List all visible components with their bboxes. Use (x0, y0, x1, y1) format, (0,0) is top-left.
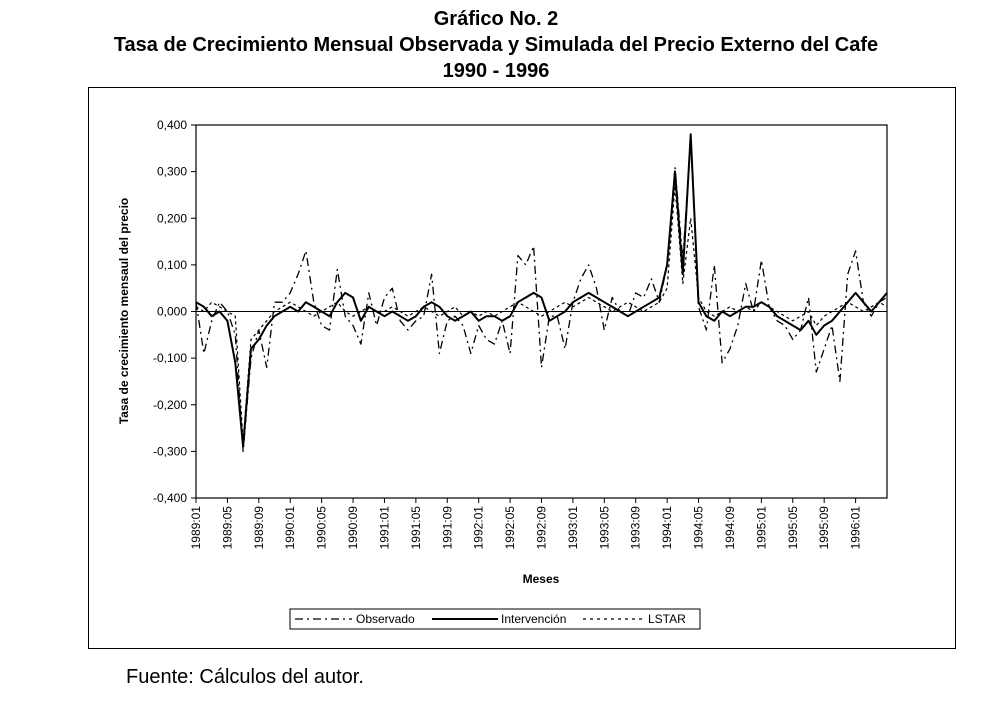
x-tick-label: 1990:09 (346, 506, 360, 550)
y-tick-label: 0,100 (157, 258, 187, 272)
x-tick-label: 1995:01 (754, 506, 768, 550)
x-tick-label: 1990:05 (315, 506, 329, 550)
x-tick-label: 1994:09 (723, 506, 737, 550)
y-tick-label: 0,300 (157, 165, 187, 179)
figure-label: Gráfico No. 2 (433, 8, 559, 30)
source-note: Fuente: Cálculos del autor. (126, 666, 364, 688)
chart-title: Tasa de Crecimiento Mensual Observada y … (113, 34, 879, 56)
x-tick-label: 1991:01 (377, 506, 391, 550)
x-tick-label: 1991:05 (409, 506, 423, 550)
x-tick-label: 1993:01 (566, 506, 580, 550)
x-tick-label: 1993:05 (597, 506, 611, 550)
x-tick-label: 1996:01 (849, 506, 863, 550)
legend-label-observado: Observado (356, 612, 415, 626)
y-tick-label: -0,200 (153, 398, 187, 412)
x-tick-label: 1994:05 (692, 506, 706, 550)
x-axis: 1989:01 1989:05 1989:09 1990:01 1990:05 1990:… (189, 498, 863, 549)
y-axis: 0,400 0,300 0,200 0,100 0,000 -0,100 -0,200 -0,… (153, 118, 196, 505)
y-tick-label: 0,400 (157, 118, 187, 132)
chart-frame (88, 87, 956, 649)
y-tick-label: -0,100 (153, 351, 187, 365)
x-axis-label: Meses (523, 572, 560, 586)
x-tick-label: 1993:09 (629, 506, 643, 550)
x-tick-label: 1991:09 (440, 506, 454, 550)
x-tick-label: 1995:09 (817, 506, 831, 550)
y-axis-label: Tasa de crecimiento mensaul del precio (117, 198, 131, 425)
y-tick-label: 0,200 (157, 211, 187, 225)
chart-subtitle: 1990 - 1996 (442, 60, 550, 82)
chart-titles: Gráfico No. 2 Tasa de Crecimiento Mensua… (0, 6, 992, 84)
x-tick-label: 1989:05 (220, 506, 234, 550)
x-tick-label: 1995:05 (786, 506, 800, 550)
x-tick-label: 1994:01 (660, 506, 674, 550)
legend-label-lstar: LSTAR (648, 612, 686, 626)
x-tick-label: 1992:09 (535, 506, 549, 550)
y-tick-label: -0,300 (153, 444, 187, 458)
legend-label-intervencion: Intervención (501, 612, 566, 626)
series-group (195, 133, 888, 453)
y-tick-label: 0,000 (157, 305, 187, 319)
x-tick-label: 1992:01 (472, 506, 486, 550)
x-tick-label: 1989:01 (189, 506, 203, 550)
series-line-intervencion (195, 133, 888, 448)
x-tick-label: 1992:05 (503, 506, 517, 550)
x-tick-label: 1990:01 (283, 506, 297, 550)
series-line-observado (195, 138, 888, 453)
series-line-lstar (195, 185, 888, 443)
legend: Observado Intervención LSTAR (289, 608, 701, 630)
y-tick-label: -0,400 (153, 491, 187, 505)
x-tick-label: 1989:09 (252, 506, 266, 550)
